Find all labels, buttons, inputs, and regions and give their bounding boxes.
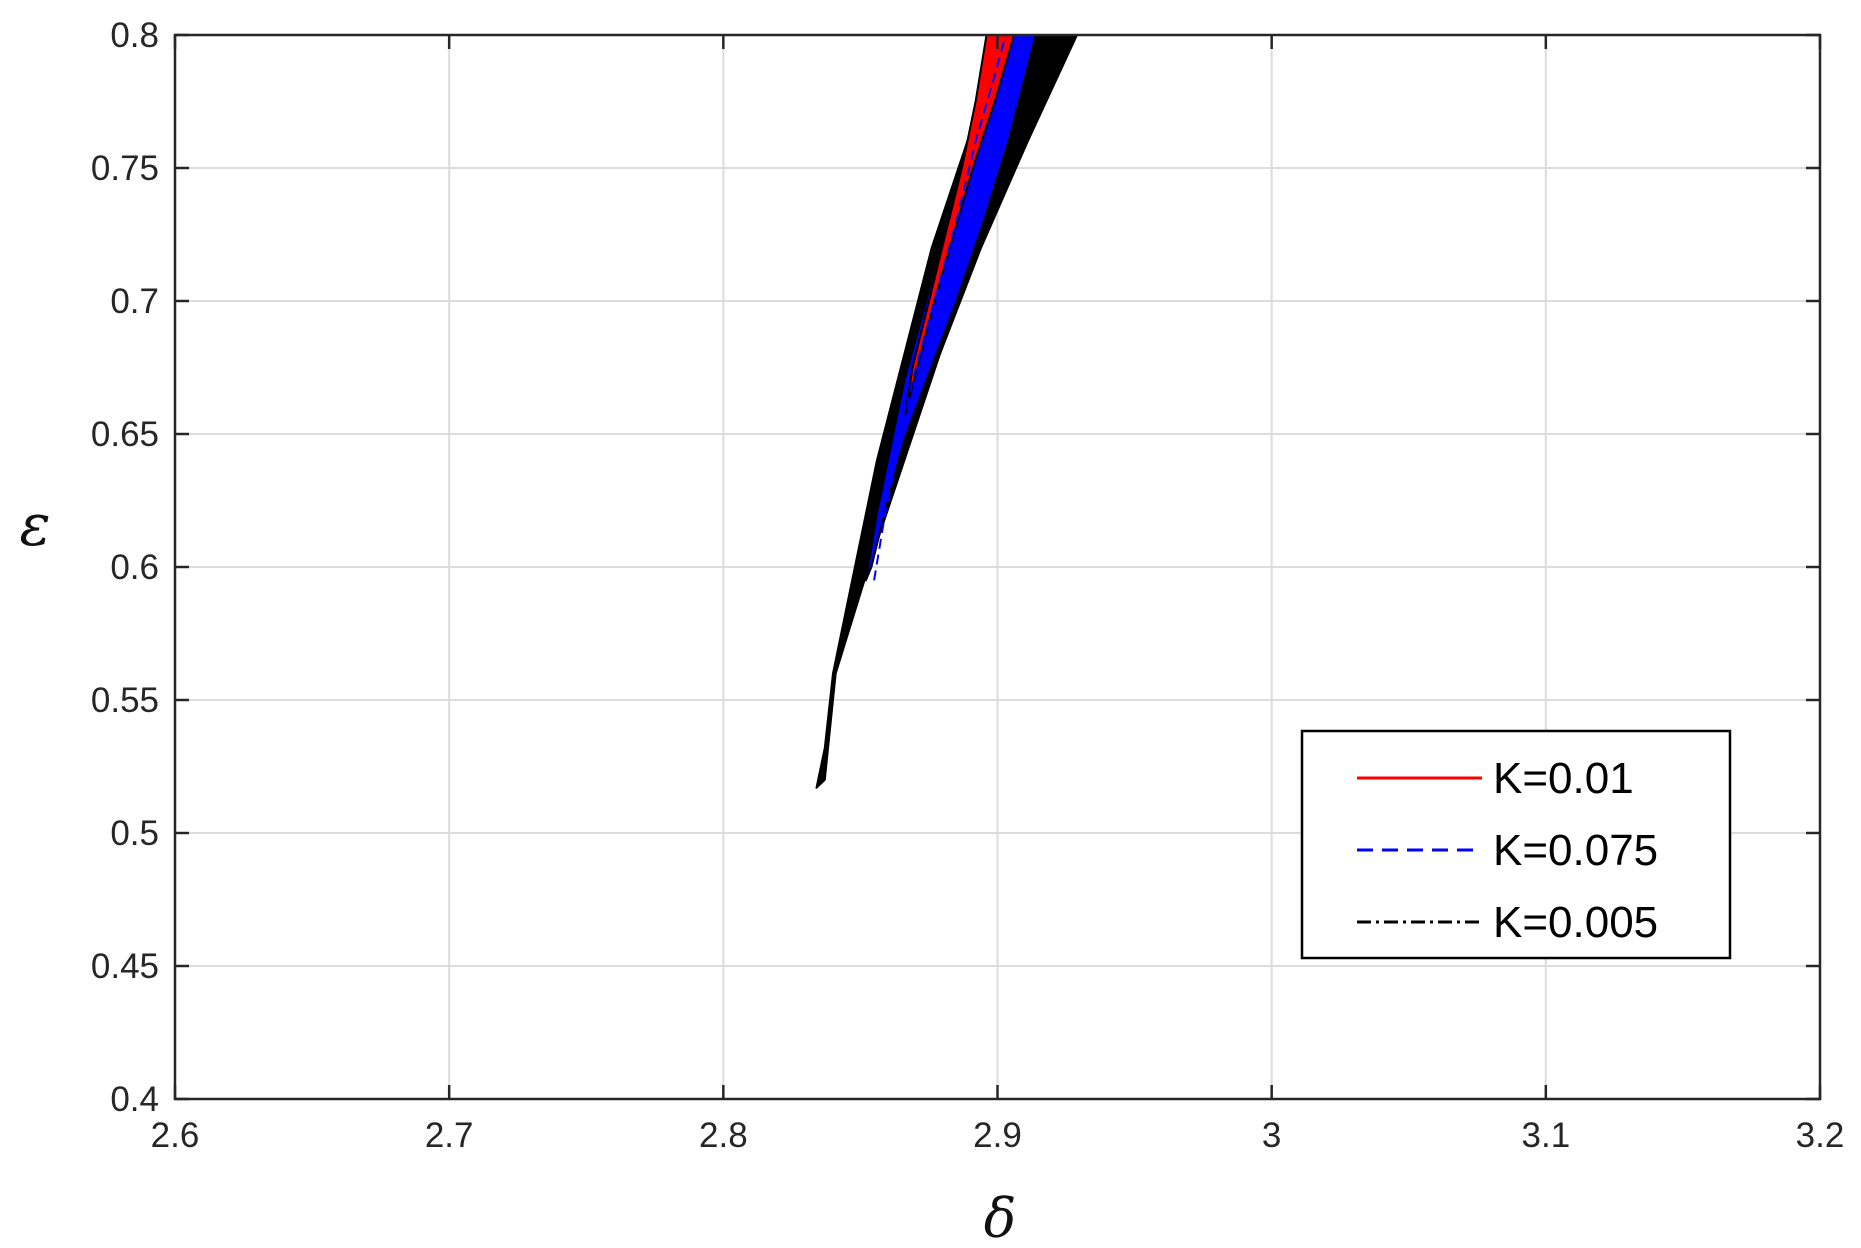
y-tick-label: 0.65 [91, 415, 159, 454]
boundary-dashed [873, 34, 1007, 581]
legend-label: K=0.005 [1493, 898, 1658, 947]
y-tick-label: 0.75 [91, 149, 159, 188]
y-tick-label: 0.8 [110, 16, 159, 55]
x-tick-label: 2.8 [699, 1116, 748, 1155]
y-tick-label: 0.5 [110, 814, 159, 853]
x-tick-label: 2.9 [973, 1116, 1022, 1155]
x-tick-label: 3 [1262, 1116, 1281, 1155]
y-tick-label: 0.6 [110, 548, 159, 587]
legend-label: K=0.01 [1493, 754, 1634, 803]
x-tick-label: 3.2 [1796, 1116, 1845, 1155]
y-tick-label: 0.45 [91, 947, 159, 986]
x-tick-label: 2.7 [425, 1116, 474, 1155]
x-axis-label: δ [984, 1187, 1017, 1248]
y-tick-label: 0.7 [110, 282, 159, 321]
x-tick-label: 2.6 [151, 1116, 200, 1155]
axes-box [173, 33, 1822, 1101]
x-tick-label: 3.1 [1522, 1116, 1571, 1155]
y-tick-label: 0.4 [110, 1080, 159, 1119]
legend-label: K=0.075 [1493, 826, 1658, 875]
tick-labels: 2.6 2.7 2.8 2.9 3 3.1 3.2 0.4 0.45 0.5 0.55 0.6 0.65… [91, 16, 1844, 1155]
y-tick-label: 0.55 [91, 681, 159, 720]
y-axis-label: ε [19, 491, 50, 559]
legend-box [1300, 729, 1732, 960]
legend: K=0.01 K=0.075 K=0.005 [1300, 729, 1732, 960]
